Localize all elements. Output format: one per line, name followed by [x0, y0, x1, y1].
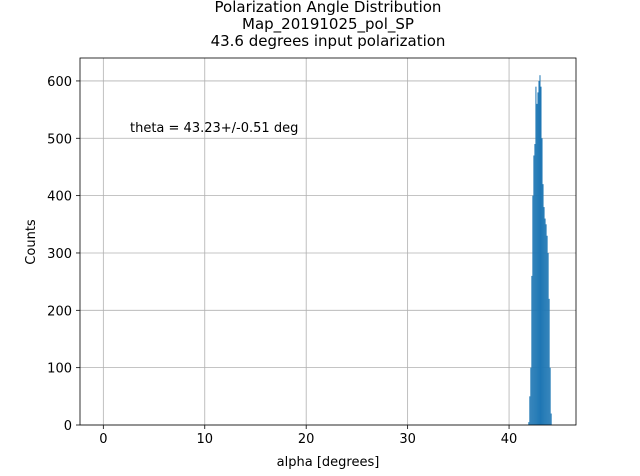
chart-title: Map_20191025_pol_SP [242, 15, 414, 34]
x-axis-label: alpha [degrees] [277, 455, 380, 470]
y-tick-label: 500 [47, 132, 72, 147]
y-axis-label: Counts [24, 219, 39, 265]
bar [542, 184, 544, 425]
y-tick-label: 100 [47, 362, 72, 377]
chart-title: 43.6 degrees input polarization [211, 32, 446, 50]
y-tick-label: 300 [47, 247, 72, 262]
bar [545, 224, 547, 425]
bar [540, 86, 542, 425]
x-tick-label: 30 [399, 432, 416, 447]
chart-title: Polarization Angle Distribution [215, 0, 442, 16]
plot-frame [79, 57, 577, 426]
y-tick-label: 0 [64, 419, 72, 434]
y-tick-label: 600 [47, 75, 72, 90]
bar [550, 413, 552, 425]
bar [539, 75, 541, 425]
x-tick-label: 20 [298, 432, 315, 447]
bar [537, 92, 539, 425]
bar [531, 275, 533, 425]
bar [535, 86, 537, 425]
y-tick-label: 400 [47, 190, 72, 205]
bar [528, 422, 530, 425]
bar [543, 207, 545, 425]
x-tick-label: 40 [501, 432, 518, 447]
bar [530, 367, 532, 425]
x-tick-label: 10 [196, 432, 213, 447]
y-tick-label: 200 [47, 304, 72, 319]
bar [532, 195, 534, 425]
annotation: theta = 43.23+/-0.51 deg [130, 121, 298, 136]
bar [546, 235, 548, 425]
x-tick-label: 0 [99, 432, 107, 447]
bar [536, 103, 538, 425]
bar [541, 138, 543, 425]
bar [548, 298, 550, 425]
bar [534, 144, 536, 425]
bar [547, 252, 549, 425]
bar [538, 80, 540, 425]
bar [529, 396, 531, 425]
bar [533, 155, 535, 425]
bar [549, 367, 551, 425]
bar [544, 218, 546, 425]
